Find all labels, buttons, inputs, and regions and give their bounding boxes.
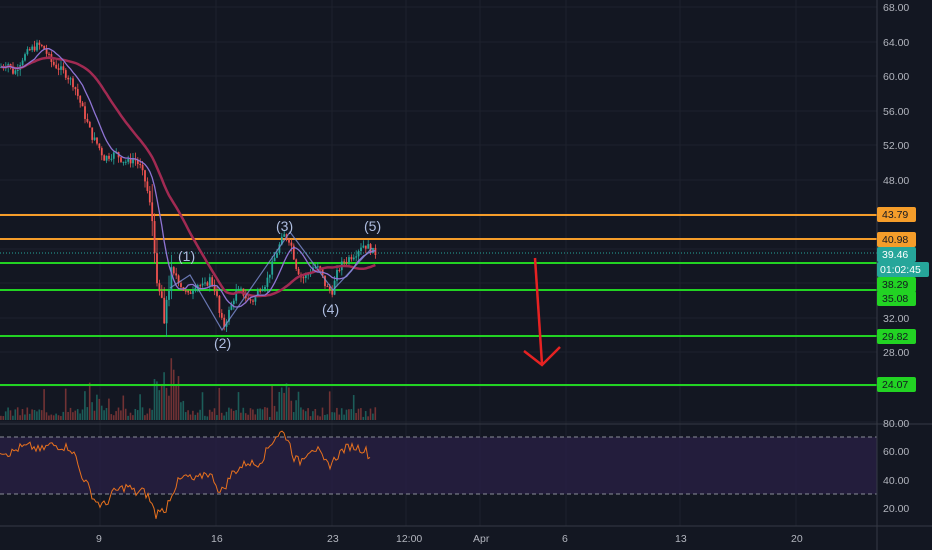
price-tag-29-82: 29.82: [877, 329, 916, 344]
rsi-pane: [0, 430, 877, 519]
wave-label-2: (2): [214, 335, 231, 351]
price-tag-24-07: 24.07: [877, 377, 916, 392]
price-tick: 68.00: [883, 2, 909, 14]
wave-label-3: (3): [276, 218, 293, 234]
last-price-tag: 39.46: [877, 247, 916, 262]
wave-label-1: (1): [178, 248, 195, 264]
candle-countdown-tag: 01:02:45: [877, 262, 929, 277]
elliott-wave-path: [169, 230, 373, 332]
svg-text:35.08: 35.08: [882, 293, 908, 305]
price-tag-38-29: 38.29: [877, 277, 916, 292]
price-tick: 52.00: [883, 140, 909, 152]
time-tick: 9: [96, 533, 102, 545]
time-tick: 6: [562, 533, 568, 545]
price-tick: 60.00: [883, 71, 909, 83]
fast-moving-average: [0, 48, 376, 308]
svg-text:39.46: 39.46: [882, 249, 908, 261]
rsi-band: [0, 437, 877, 494]
time-tick: 12:00: [396, 533, 422, 545]
price-axis[interactable]: 68.00 64.00 60.00 56.00 52.00 48.00 32.0…: [883, 2, 909, 359]
svg-text:38.29: 38.29: [882, 279, 908, 291]
price-levels: [0, 214, 877, 386]
rsi-tick: 20.00: [883, 503, 909, 515]
time-axis[interactable]: 9 16 23 12:00 Apr 6 13 20: [96, 533, 803, 545]
time-tick: 13: [675, 533, 687, 545]
price-tick: 48.00: [883, 175, 909, 187]
time-tick: 20: [791, 533, 803, 545]
svg-text:01:02:45: 01:02:45: [880, 264, 921, 276]
svg-text:24.07: 24.07: [882, 379, 908, 391]
price-tick: 32.00: [883, 313, 909, 325]
time-tick: Apr: [473, 533, 490, 545]
rsi-tick: 40.00: [883, 475, 909, 487]
svg-text:43.79: 43.79: [882, 209, 908, 221]
time-tick: 23: [327, 533, 339, 545]
wave-label-5: (5): [364, 218, 381, 234]
price-tick: 28.00: [883, 347, 909, 359]
time-tick: 16: [211, 533, 223, 545]
rsi-tick: 80.00: [883, 418, 909, 430]
svg-text:40.98: 40.98: [882, 234, 908, 246]
price-label-tags: 43.79 40.98 39.46 01:02:45 38.29 35.08 2…: [877, 207, 929, 392]
rsi-axis[interactable]: 80.00 60.00 40.00 20.00: [883, 418, 909, 515]
price-tag-40-98: 40.98: [877, 232, 916, 247]
rsi-line: [0, 430, 371, 519]
down-arrow-annotation[interactable]: [523, 257, 561, 367]
svg-text:29.82: 29.82: [882, 331, 908, 343]
rsi-tick: 60.00: [883, 446, 909, 458]
price-tick: 56.00: [883, 106, 909, 118]
candlestick-series: [0, 39, 377, 337]
price-tag-35-08: 35.08: [877, 291, 916, 306]
price-tick: 64.00: [883, 37, 909, 49]
price-tag-43-79: 43.79: [877, 207, 916, 222]
wave-label-4: (4): [322, 301, 339, 317]
volume-bars: [0, 358, 377, 420]
